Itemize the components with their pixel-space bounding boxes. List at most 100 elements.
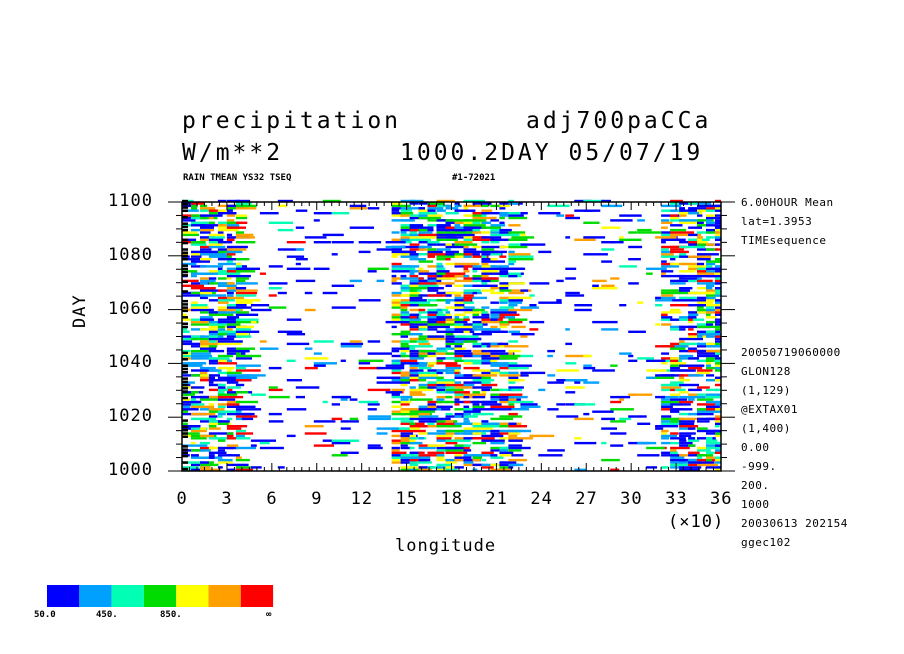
precip-cell bbox=[670, 451, 678, 454]
precip-cell bbox=[235, 376, 258, 379]
precip-cell bbox=[226, 248, 247, 251]
precip-cell bbox=[409, 371, 419, 375]
precip-cell bbox=[409, 347, 415, 350]
precip-cell bbox=[418, 425, 426, 428]
precip-cell bbox=[706, 357, 721, 360]
precip-cell bbox=[313, 340, 334, 343]
precip-cell bbox=[182, 444, 208, 447]
precip-cell bbox=[400, 301, 410, 304]
precip-cell bbox=[454, 224, 461, 227]
precip-cell bbox=[661, 386, 682, 389]
precip-cell bbox=[427, 400, 442, 404]
precip-cell bbox=[182, 219, 196, 222]
precip-cell bbox=[697, 270, 711, 273]
edge-marker bbox=[182, 419, 188, 422]
precip-cell bbox=[400, 308, 408, 312]
precip-cell bbox=[637, 301, 644, 304]
precip-cell bbox=[226, 403, 240, 406]
side-info-line: ggec102 bbox=[741, 536, 791, 549]
side-info-line: 200. bbox=[741, 479, 770, 492]
precip-cell bbox=[436, 379, 455, 382]
precip-cell bbox=[418, 267, 424, 270]
precip-cell bbox=[331, 403, 340, 406]
precip-cell bbox=[235, 335, 252, 338]
precip-cell bbox=[688, 454, 704, 457]
precip-cell bbox=[427, 432, 449, 435]
precip-cell bbox=[191, 304, 208, 307]
precip-cell bbox=[226, 359, 232, 362]
precip-cell bbox=[259, 441, 270, 445]
precip-cell bbox=[418, 374, 439, 377]
precip-cell bbox=[418, 408, 431, 411]
precip-cell bbox=[592, 410, 614, 413]
precip-cell bbox=[481, 277, 499, 280]
edge-marker bbox=[182, 251, 188, 254]
precip-cell bbox=[208, 320, 223, 324]
precip-cell bbox=[670, 432, 679, 435]
precip-cell bbox=[472, 313, 480, 316]
precip-cell bbox=[427, 316, 440, 319]
precip-cell bbox=[499, 366, 517, 370]
precip-cell bbox=[463, 253, 476, 256]
precip-cell bbox=[182, 422, 188, 425]
precip-cell bbox=[481, 267, 502, 270]
precip-cell bbox=[182, 466, 200, 469]
precip-cell bbox=[445, 432, 458, 435]
precip-cell bbox=[508, 403, 515, 406]
precip-cell bbox=[508, 311, 517, 314]
precip-cell bbox=[250, 444, 257, 447]
precip-cell bbox=[688, 461, 702, 464]
precip-cell bbox=[409, 354, 426, 358]
precip-cell bbox=[182, 400, 199, 404]
precip-cell bbox=[490, 468, 504, 471]
precip-cell bbox=[628, 330, 646, 333]
precip-cell bbox=[409, 248, 425, 251]
precip-cell bbox=[706, 248, 718, 251]
precip-cell bbox=[235, 400, 258, 404]
precip-cell bbox=[565, 354, 590, 358]
precip-cell bbox=[217, 359, 233, 362]
precip-cell bbox=[217, 306, 232, 309]
precip-cell bbox=[400, 400, 412, 404]
precip-cell bbox=[679, 274, 700, 278]
precip-cell bbox=[208, 323, 229, 326]
precip-cell bbox=[182, 342, 202, 346]
precip-cell bbox=[191, 441, 196, 445]
precip-cell bbox=[655, 304, 663, 307]
precip-cell bbox=[697, 461, 715, 464]
precip-cell bbox=[367, 340, 381, 343]
subtitle-left: RAIN TMEAN YS32 TSEQ bbox=[183, 173, 292, 183]
precip-cell bbox=[217, 209, 230, 212]
precip-cell bbox=[697, 354, 719, 358]
precip-cell bbox=[400, 330, 411, 333]
y-tick-label: 1020 bbox=[108, 406, 153, 427]
precip-cell bbox=[481, 260, 505, 263]
edge-marker bbox=[182, 274, 188, 277]
precip-cell bbox=[697, 323, 710, 326]
precip-cell bbox=[226, 381, 239, 384]
precip-cell bbox=[235, 352, 241, 355]
precip-cell bbox=[418, 415, 439, 418]
precip-cell bbox=[454, 204, 462, 208]
precip-cell bbox=[400, 458, 416, 462]
precip-cell bbox=[400, 379, 414, 382]
precip-cell bbox=[463, 393, 486, 396]
precip-cell bbox=[400, 335, 408, 338]
precip-cell bbox=[574, 441, 597, 445]
precip-cell bbox=[697, 209, 711, 212]
precip-cell bbox=[592, 369, 615, 372]
precip-cell bbox=[418, 325, 429, 329]
precip-cell bbox=[191, 429, 207, 433]
precip-cell bbox=[182, 238, 197, 241]
precip-cell bbox=[679, 434, 692, 438]
precip-cell bbox=[454, 284, 467, 287]
edge-marker bbox=[182, 215, 188, 219]
precip-cell bbox=[511, 463, 524, 467]
precip-cell bbox=[670, 209, 678, 212]
precip-cell bbox=[191, 216, 206, 220]
precip-cell bbox=[508, 400, 534, 404]
precip-cell bbox=[454, 274, 470, 278]
precip-cell bbox=[508, 362, 518, 365]
precip-cell bbox=[400, 228, 418, 232]
precip-cell bbox=[436, 219, 454, 222]
